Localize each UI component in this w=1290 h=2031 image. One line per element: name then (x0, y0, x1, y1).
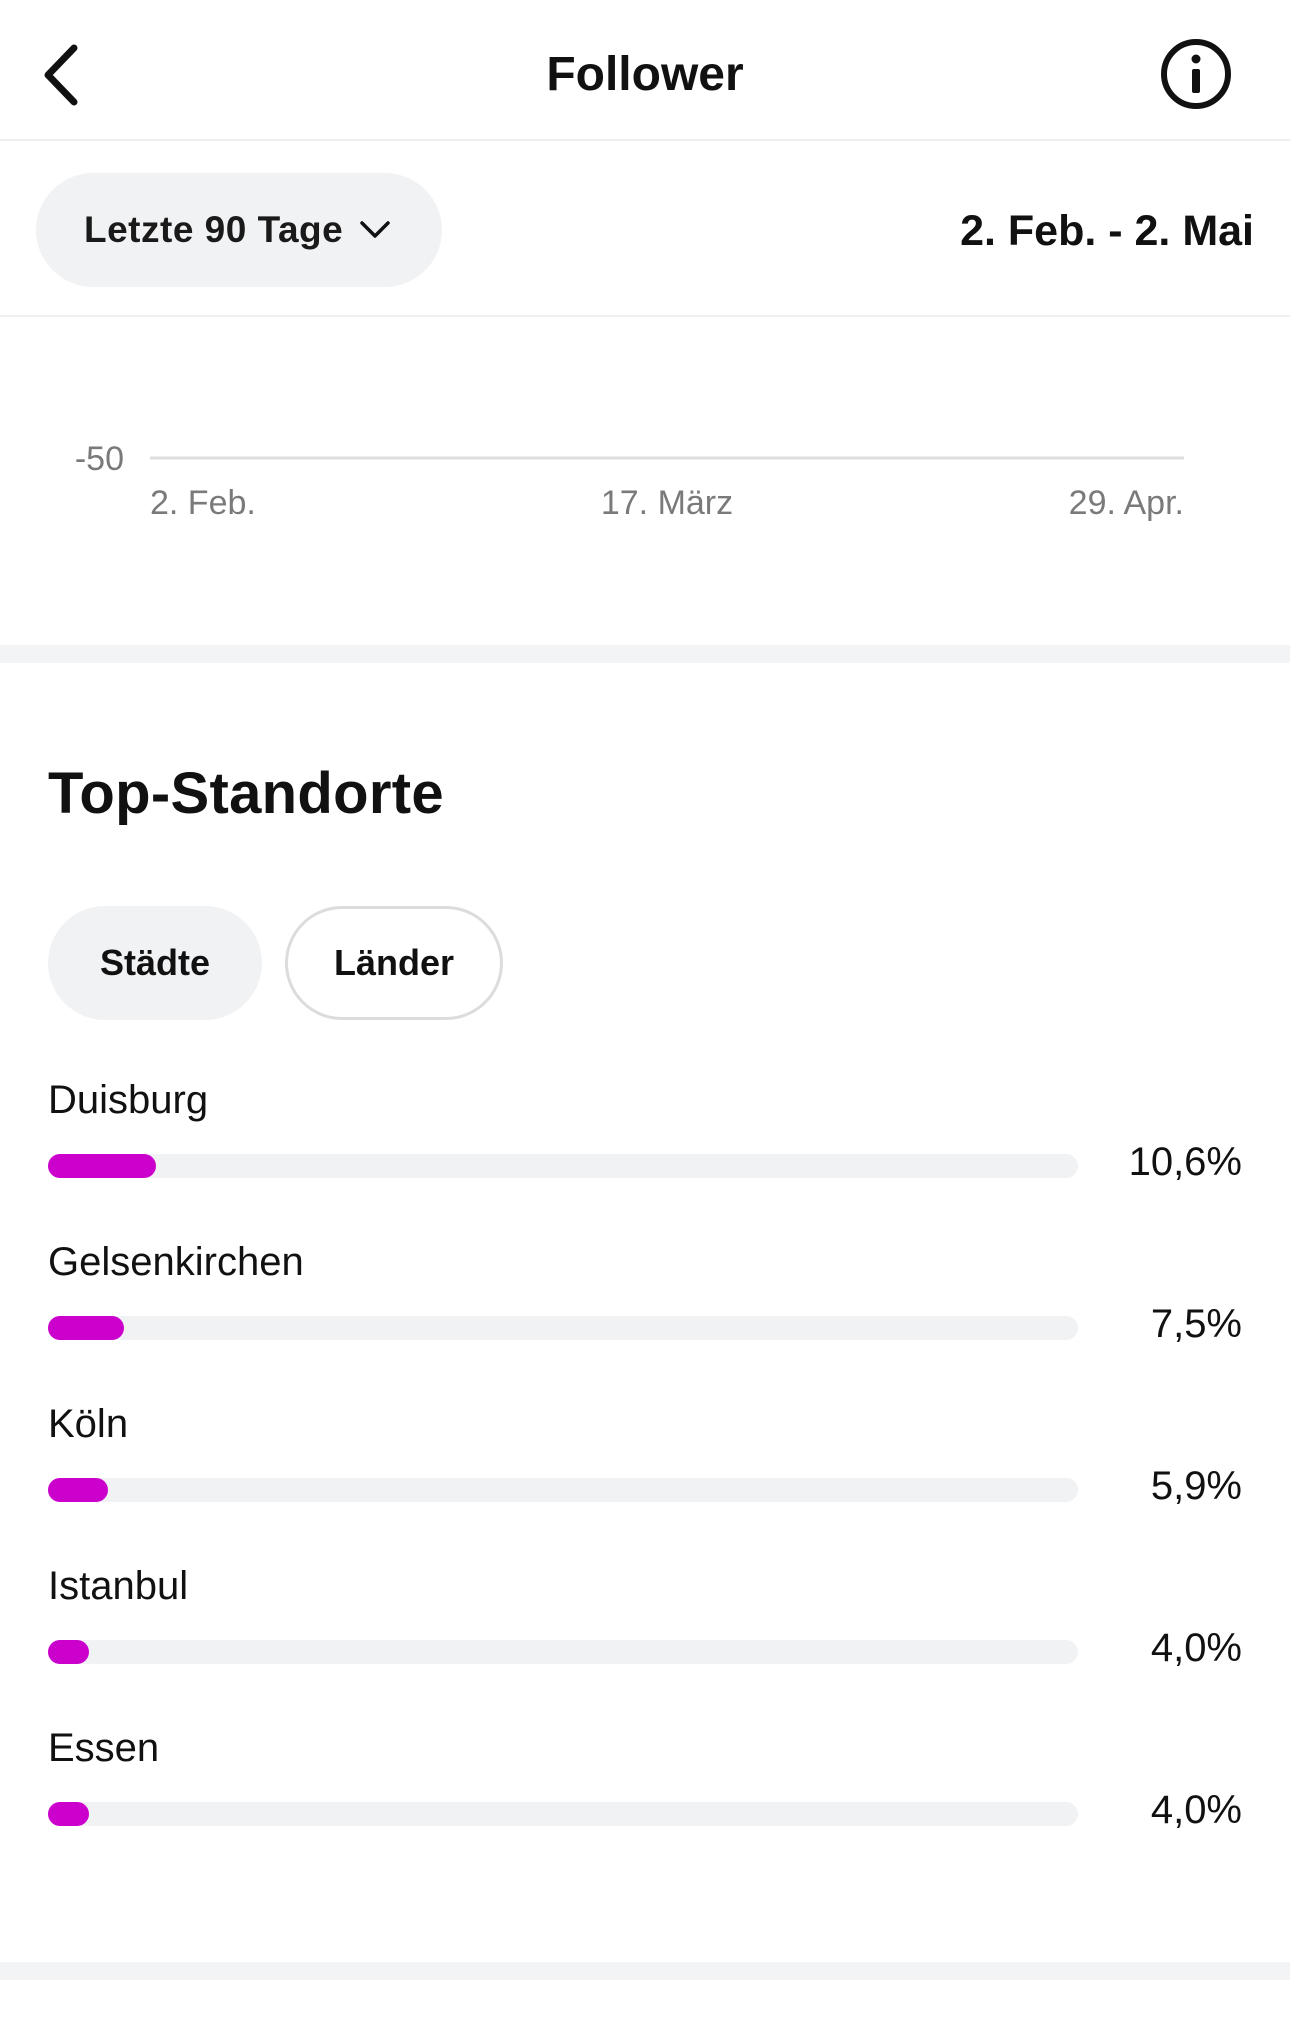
x-tick-label: 29. Apr. (1069, 484, 1184, 522)
time-range-dropdown[interactable]: Letzte 90 Tage (36, 173, 442, 287)
location-bar-fill (48, 1478, 109, 1502)
location-bar-fill (48, 1316, 125, 1340)
top-locations-title: Top-Standorte (48, 761, 444, 826)
location-name: Köln (48, 1402, 129, 1446)
location-bar-track (48, 1640, 1078, 1664)
chart-svg: -50 2. Feb. 17. März 29. Apr. (75, 440, 1184, 522)
location-row: Duisburg 10,6% (48, 1078, 1242, 1240)
x-tick-label: 2. Feb. (150, 484, 256, 522)
location-percent: 7,5% (1150, 1302, 1242, 1346)
location-percent: 4,0% (1150, 1788, 1242, 1832)
section-divider (0, 1962, 1290, 1980)
chevron-left-icon (44, 44, 78, 106)
location-bar-fill (48, 1640, 89, 1664)
location-row: Essen 4,0% (48, 1726, 1242, 1888)
chevron-down-icon (360, 221, 390, 238)
location-row: Istanbul 4,0% (48, 1564, 1242, 1726)
x-tick-label: 17. März (601, 484, 733, 522)
followers-chart: -50 2. Feb. 17. März 29. Apr. (0, 318, 1290, 643)
tab-countries[interactable]: Länder (285, 906, 503, 1020)
location-bar-track (48, 1478, 1078, 1502)
location-bar-track (48, 1802, 1078, 1826)
location-bar-fill (48, 1154, 156, 1178)
back-button[interactable] (30, 40, 90, 110)
location-name: Istanbul (48, 1564, 189, 1608)
date-range-text: 2. Feb. - 2. Mai (960, 207, 1254, 255)
top-bar: Follower (0, 0, 1290, 141)
location-bar-track (48, 1154, 1078, 1178)
info-button[interactable] (1160, 38, 1232, 110)
info-icon (1161, 39, 1231, 109)
location-bar-track (48, 1316, 1078, 1340)
tab-cities[interactable]: Städte (48, 906, 262, 1020)
section-divider (0, 645, 1290, 663)
location-percent: 4,0% (1150, 1626, 1242, 1670)
location-percent: 5,9% (1150, 1464, 1242, 1508)
location-percent: 10,6% (1128, 1140, 1242, 1184)
location-name: Essen (48, 1726, 160, 1770)
location-name: Duisburg (48, 1078, 209, 1122)
filter-row: Letzte 90 Tage 2. Feb. - 2. Mai (0, 141, 1290, 317)
location-row: Gelsenkirchen 7,5% (48, 1240, 1242, 1402)
y-tick-label: -50 (75, 440, 124, 478)
time-range-label: Letzte 90 Tage (84, 209, 344, 250)
location-bar-fill (48, 1802, 89, 1826)
page-title: Follower (546, 48, 744, 101)
location-name: Gelsenkirchen (48, 1240, 304, 1284)
location-row: Köln 5,9% (48, 1402, 1242, 1564)
